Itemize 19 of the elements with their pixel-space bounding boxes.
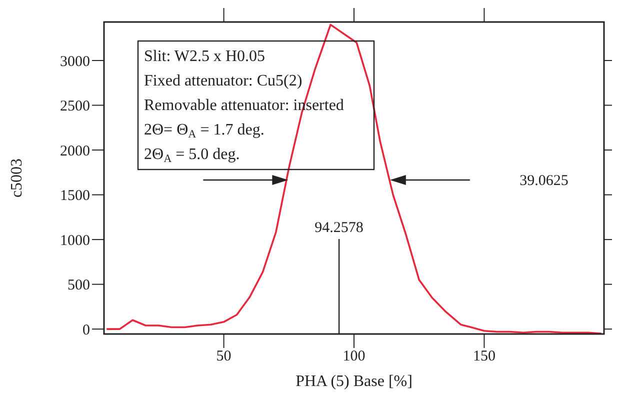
y-tick-label: 500 bbox=[68, 278, 90, 294]
line-series bbox=[106, 24, 602, 334]
x-tick-label: 50 bbox=[216, 348, 232, 365]
y-tick-label: 0 bbox=[82, 322, 90, 338]
annotation: Fixed attenuator: Cu5(2) bbox=[144, 72, 302, 90]
y-tick-label: 2000 bbox=[60, 143, 90, 160]
x-tick-label: 100 bbox=[342, 348, 366, 365]
y-tick-label: 1000 bbox=[60, 232, 90, 249]
ref-line-label: 94.2578 bbox=[314, 220, 364, 236]
annotation: Slit: W2.5 x H0.05 bbox=[144, 48, 266, 65]
y-tick-label: 3000 bbox=[60, 54, 90, 70]
annotation: 2Θ= Θ$_{A}$ = 1.7 deg. bbox=[144, 122, 264, 141]
x-tick-label: 150 bbox=[472, 348, 496, 365]
y-tick-label: 1500 bbox=[60, 188, 90, 204]
y-axis-title: c5003 bbox=[8, 158, 26, 198]
y-tick-label: 2500 bbox=[60, 98, 90, 115]
annotation: 2Θ$_{A}$ = 5.0 deg. bbox=[144, 146, 240, 166]
annotation: 39.0625 bbox=[520, 173, 568, 189]
x-axis-title: PHA (5) Base [%] bbox=[296, 373, 412, 390]
